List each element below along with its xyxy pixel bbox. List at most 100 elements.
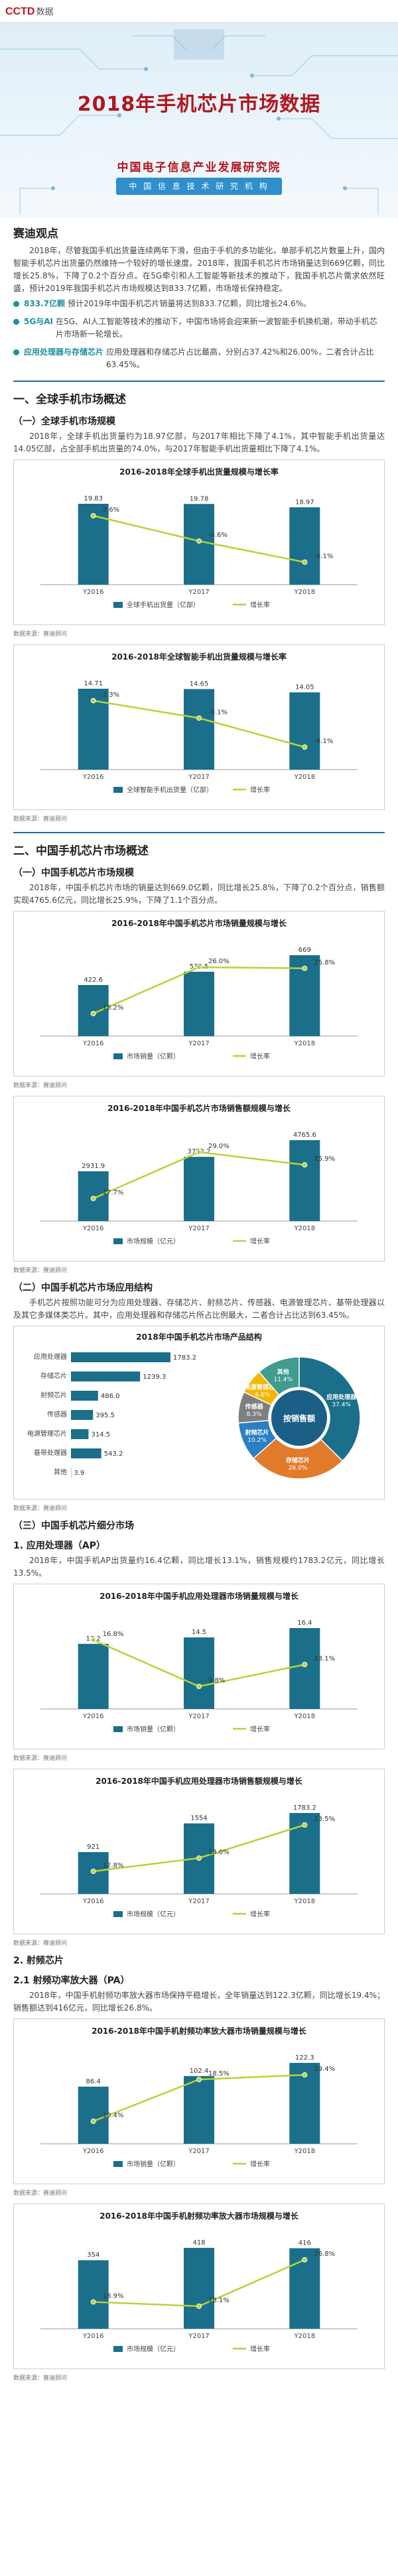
section2-paragraph-3: 2018年，中国手机AP出货量约16.4亿颗，同比增长13.1%，销售规模约17… (13, 1556, 385, 1578)
section2-subtitle-3a: 1. 应用处理器（AP） (13, 1541, 106, 1551)
chart-china-chip-revenue: 2016-2018年中国手机芯片市场销售额规模与增长2931.9Y2016378… (13, 1096, 385, 1261)
chart-source: 数据来源：赛迪顾问 (13, 2190, 68, 2197)
growth-label: 13.5% (314, 1816, 335, 1823)
bar (184, 504, 214, 585)
bar (184, 1157, 214, 1221)
section-divider (13, 381, 385, 382)
growth-point (90, 698, 96, 703)
chart-source: 数据来源：赛迪顾问 (13, 816, 68, 823)
x-tick-label: Y2016 (82, 1898, 104, 1905)
growth-point (196, 538, 202, 544)
x-tick-label: Y2018 (294, 1225, 316, 1232)
legend-bar-label: 市场规模（亿元） (127, 2345, 180, 2353)
legend-bar-swatch (113, 1726, 123, 1732)
growth-label: 13.1% (314, 1655, 335, 1663)
x-tick-label: Y2016 (82, 1040, 104, 1047)
section1-paragraph: 2018年，全球手机出货量约为18.97亿部，与2017年相比下降了4.1%，其… (13, 432, 385, 453)
bar-value-label: 19.78 (190, 495, 209, 502)
legend-bar-label: 市场销量（亿颗） (127, 1725, 180, 1733)
x-tick-label: Y2017 (188, 2148, 210, 2155)
bar-value-label: 86.4 (86, 2078, 101, 2085)
legend-bar-swatch (113, 787, 123, 793)
section1-title: 一、全球手机市场概述 (13, 393, 126, 406)
legend-line-label: 增长率 (250, 2345, 270, 2353)
chart-title: 2016-2018年中国手机芯片市场销量规模与增长 (111, 918, 287, 928)
x-tick-label: Y2017 (188, 774, 210, 781)
growth-point (90, 1869, 96, 1874)
growth-point (302, 2072, 308, 2078)
growth-label: 29.0% (208, 1143, 230, 1150)
legend-bar-label: 市场规模（亿元） (127, 1237, 180, 1246)
x-tick-label: Y2018 (294, 1040, 316, 1047)
growth-point (196, 1149, 202, 1155)
chart-ap-volume: 2016-2018年中国手机应用处理器市场销量规模与增长13.2Y201614.… (13, 1584, 385, 1749)
growth-label: 16.8% (103, 1631, 124, 1638)
x-tick-label: Y2016 (82, 774, 104, 781)
slice-value-label: 6.6% (255, 1391, 270, 1398)
brand-logo[interactable]: CCTD 数据 (5, 5, 54, 17)
page-subtitle: 中国电子信息产业发展研究院 (117, 161, 281, 174)
chart-title: 2016-2018年全球手机出货量规模与增长率 (119, 467, 279, 477)
growth-label: 3.6% (103, 506, 119, 514)
legend-line-label: 增长率 (250, 1725, 270, 1733)
section2-title: 二、中国手机芯片市场概述 (13, 845, 149, 858)
legend-bar-label: 市场规模（亿元） (127, 1910, 180, 1918)
growth-label: -0.1% (208, 709, 228, 716)
legend-bar-swatch (113, 2161, 123, 2167)
bar (78, 2086, 109, 2144)
bar-value-label: 18.97 (295, 498, 314, 506)
x-tick-label: Y2018 (294, 2333, 316, 2340)
chart-title: 2018年中国手机芯片市场产品结构 (136, 1332, 261, 1342)
hbar-value-label: 314.5 (91, 1431, 110, 1438)
bar (184, 689, 214, 770)
growth-point (302, 965, 308, 971)
bar (78, 984, 109, 1036)
bar-value-label: 14.5 (192, 1629, 206, 1636)
hbar (71, 1429, 89, 1439)
slice-name-label: 射频芯片 (245, 1429, 269, 1436)
bar (78, 1643, 109, 1709)
category-label: 基带处理器 (34, 1448, 67, 1457)
hbar-value-label: 486.0 (101, 1393, 120, 1400)
category-label: 其他 (54, 1468, 67, 1476)
legend-bar-label: 市场销量（亿颗） (127, 2160, 180, 2168)
page-header: 2018年手机芯片市场数据 中国电子信息产业发展研究院 中 国 信 息 技 术 … (0, 23, 398, 219)
hbar (71, 1372, 141, 1381)
bar-value-label: 14.65 (190, 680, 209, 687)
growth-point (196, 965, 202, 970)
growth-point (196, 1684, 202, 1689)
hbar-value-label: 1783.2 (173, 1354, 196, 1362)
legend-bar-swatch (113, 1238, 123, 1244)
section2-subtitle-1: （一）中国手机芯片市场规模 (13, 868, 134, 878)
x-tick-label: Y2017 (188, 1040, 210, 1047)
legend-bar-label: 全球智能手机出货量（亿部） (127, 786, 213, 794)
chart-title: 2016-2018年中国手机芯片市场销售额规模与增长 (107, 1103, 291, 1113)
x-tick-label: Y2017 (188, 1713, 210, 1720)
growth-label: 17.7% (103, 1189, 124, 1197)
growth-label: 19.4% (314, 2066, 335, 2073)
slogan-banner: 中 国 信 息 技 术 研 究 机 构 (116, 178, 282, 195)
growth-label: -4.1% (314, 738, 333, 745)
bar-value-label: 16.4 (297, 1619, 312, 1627)
chart-title: 2016-2018年中国手机应用处理器市场销售额规模与增长 (96, 1776, 303, 1786)
bar (289, 1627, 320, 1709)
viewpoint-bullet: 应用处理器与存储芯片 应用处理器和存储芯片占比最高，分别占37.42%和26.00… (0, 343, 398, 374)
slice-value-label: 37.4% (332, 1401, 351, 1408)
chart-source: 数据来源：赛迪顾问 (13, 1755, 68, 1762)
growth-label: 18.1% (208, 2297, 230, 2304)
viewpoint-title: 赛迪观点 (13, 227, 58, 241)
chart-source: 数据来源：赛迪顾问 (13, 631, 68, 638)
section2-paragraph-2: 手机芯片按照功能可分为应用处理器、存储芯片、射频芯片、传感器、电源管理芯片、基带… (13, 1298, 385, 1320)
growth-point (90, 2119, 96, 2124)
growth-point (302, 1662, 308, 1667)
chart-source: 数据来源：赛迪顾问 (13, 1083, 68, 1089)
bar-value-label: 19.83 (84, 495, 103, 502)
bar (184, 2247, 214, 2329)
x-tick-label: Y2016 (82, 1713, 104, 1720)
x-tick-label: Y2017 (188, 589, 210, 596)
growth-label: 9.8% (208, 1677, 225, 1684)
viewpoint-bullet: 833.7亿颗 预计2019年中国手机芯片销量将达到833.7亿颗，同比增长24.… (0, 295, 398, 313)
growth-label: 2.3% (103, 691, 119, 699)
x-tick-label: Y2017 (188, 2333, 210, 2340)
bar-value-label: 2931.9 (82, 1163, 105, 1170)
